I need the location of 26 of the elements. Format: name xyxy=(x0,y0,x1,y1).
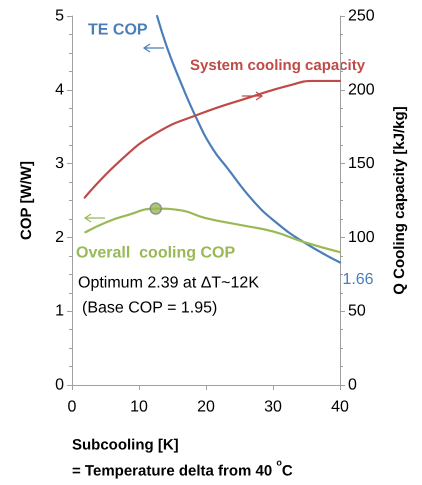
y2-tick-label: 0 xyxy=(348,376,357,394)
y2-tick-label: 200 xyxy=(348,81,375,98)
annotation: (Base COP = 1.95) xyxy=(82,300,218,316)
line-series xyxy=(84,80,342,199)
x-tick-label: 40 xyxy=(331,398,349,416)
y-tick-label: 3 xyxy=(55,155,64,172)
data-label: 1.66 xyxy=(342,270,374,288)
series-label: Overall cooling COP xyxy=(76,244,236,262)
x-tick-label: 10 xyxy=(130,398,148,416)
series-label: TE COP xyxy=(88,22,148,38)
x-tick-label: 30 xyxy=(264,398,282,416)
y-tick-label: 2 xyxy=(55,228,64,246)
x-tick-label: 0 xyxy=(68,398,77,416)
y-tick-label: 5 xyxy=(55,8,64,24)
y-tick-label: 1 xyxy=(55,302,64,320)
y2-axis-title: Q Cooling capacity [kJ/kg] xyxy=(391,106,408,295)
y2-tick-label: 50 xyxy=(348,302,366,320)
series-label: System cooling capacity xyxy=(190,57,366,74)
y2-tick-label: 250 xyxy=(348,8,375,24)
y-tick-label: 4 xyxy=(55,81,64,98)
y2-tick-label: 150 xyxy=(348,155,375,172)
y-axis-title: COP [W/W] xyxy=(18,161,35,240)
annotation: Optimum 2.39 at ΔT~12K xyxy=(78,274,260,292)
y2-tick-label: 100 xyxy=(348,228,375,246)
y-tick-label: 0 xyxy=(55,376,64,394)
x-tick-label: 20 xyxy=(197,398,215,416)
